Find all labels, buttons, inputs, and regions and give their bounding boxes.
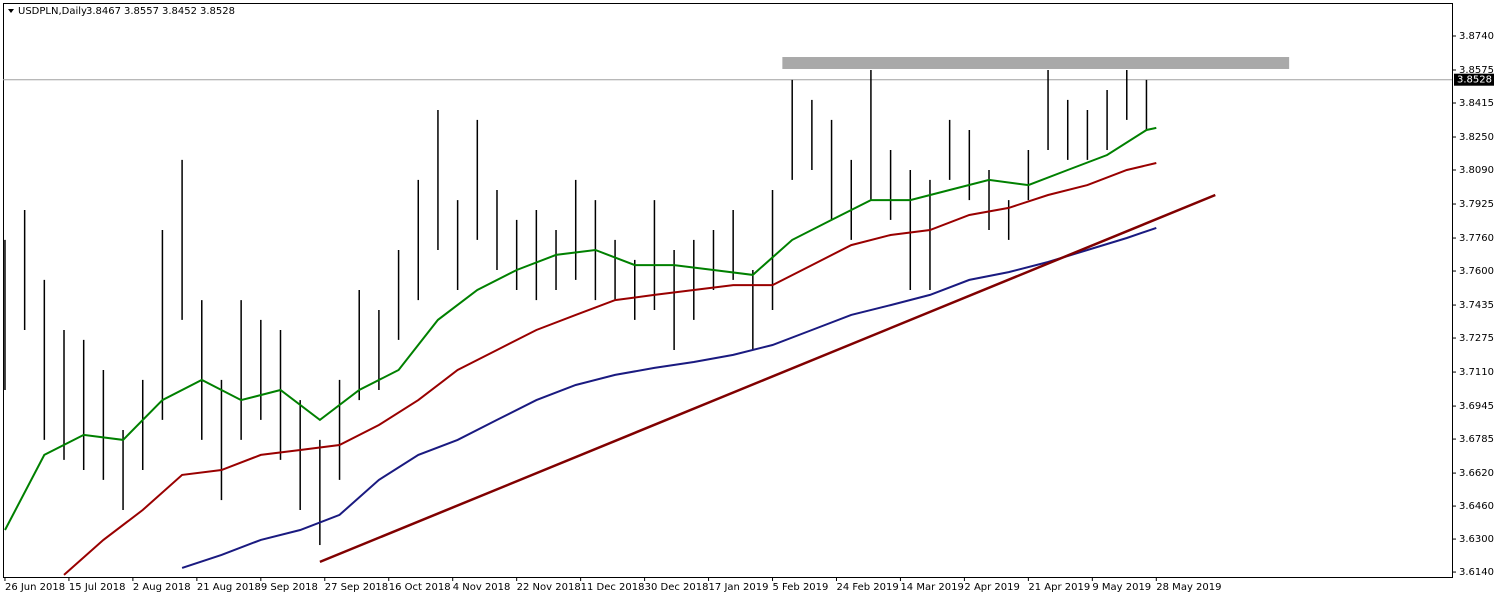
trendline	[319, 193, 1216, 564]
y-tick-label: 3.8740	[1459, 31, 1494, 42]
current-price-label: 3.8528	[1457, 75, 1492, 86]
current-price-box	[1454, 73, 1494, 86]
x-tick-label: 11 Dec 2018	[581, 582, 645, 593]
y-tick-label: 3.6945	[1459, 401, 1494, 412]
y-tick-label: 3.7435	[1459, 300, 1494, 311]
y-tick-label: 3.8415	[1459, 98, 1494, 109]
y-tick-label: 3.7275	[1459, 333, 1494, 344]
plot-frame	[3, 3, 1453, 578]
y-tick-label: 3.6140	[1459, 567, 1494, 578]
moving-average	[63, 162, 1157, 576]
x-tick-label: 2 Aug 2018	[133, 582, 191, 593]
x-tick-label: 14 Mar 2019	[900, 582, 963, 593]
x-tick-label: 4 Nov 2018	[453, 582, 511, 593]
y-tick-label: 3.6620	[1459, 468, 1494, 479]
y-tick-label: 3.8250	[1459, 132, 1494, 143]
x-tick-label: 28 May 2019	[1156, 582, 1221, 593]
header-open: 3.8467	[86, 6, 121, 17]
x-tick-label: 16 Oct 2018	[389, 582, 451, 593]
symbol-title: USDPLN,Daily	[18, 6, 87, 17]
x-tick-label: 30 Dec 2018	[645, 582, 709, 593]
y-tick-label: 3.7600	[1459, 266, 1494, 277]
x-tick-label: 2 Apr 2019	[964, 582, 1019, 593]
y-tick-label: 3.7110	[1459, 367, 1494, 378]
x-tick-label: 22 Nov 2018	[517, 582, 581, 593]
x-tick-label: 9 May 2019	[1092, 582, 1151, 593]
y-tick-label: 3.8575	[1459, 65, 1494, 76]
moving-average	[181, 226, 1157, 569]
x-tick-label: 27 Sep 2018	[325, 582, 388, 593]
x-tick-label: 5 Feb 2019	[773, 582, 829, 593]
x-tick-label: 17 Jan 2019	[709, 582, 769, 593]
x-tick-label: 21 Aug 2018	[197, 582, 261, 593]
moving-average	[4, 126, 1157, 531]
resistance-zone	[782, 57, 1290, 69]
header-low: 3.8452	[162, 6, 197, 17]
x-tick-label: 15 Jul 2018	[69, 582, 126, 593]
y-tick-label: 3.8090	[1459, 165, 1494, 176]
x-tick-label: 24 Feb 2019	[836, 582, 898, 593]
x-tick-label: 26 Jun 2018	[5, 582, 65, 593]
y-tick-label: 3.6300	[1459, 534, 1494, 545]
header-arrow	[8, 9, 14, 13]
header: USDPLN,Daily	[8, 6, 87, 17]
y-tick-label: 3.7760	[1459, 233, 1494, 244]
y-tick-label: 3.6785	[1459, 434, 1494, 445]
x-tick-label: 9 Sep 2018	[261, 582, 318, 593]
x-tick-label: 21 Apr 2019	[1028, 582, 1090, 593]
y-tick-label: 3.7925	[1459, 199, 1494, 210]
header-close: 3.8528	[200, 6, 235, 17]
y-tick-label: 3.6460	[1459, 501, 1494, 512]
header-high: 3.8557	[124, 6, 159, 17]
